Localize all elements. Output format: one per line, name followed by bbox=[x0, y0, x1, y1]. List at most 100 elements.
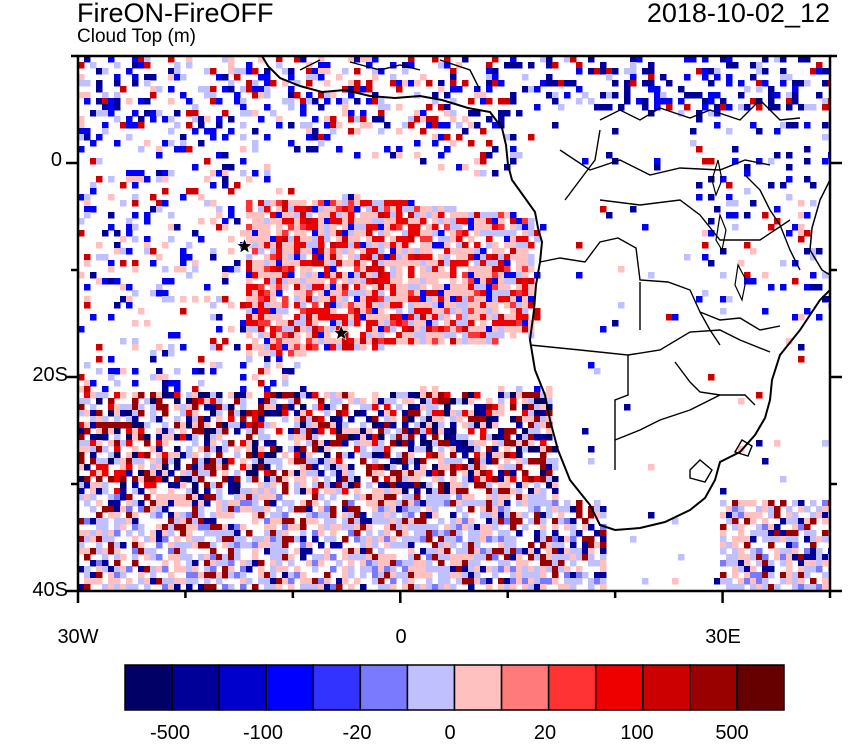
field-cell bbox=[378, 338, 385, 345]
field-cell bbox=[336, 284, 343, 291]
field-cell bbox=[330, 458, 337, 465]
field-cell bbox=[378, 488, 385, 495]
field-cell bbox=[168, 56, 175, 63]
field-cell bbox=[354, 524, 361, 531]
field-cell bbox=[420, 302, 427, 309]
field-cell bbox=[474, 524, 481, 531]
field-cell bbox=[456, 464, 463, 471]
field-cell bbox=[288, 320, 295, 327]
field-cell bbox=[342, 500, 349, 507]
field-cell bbox=[450, 302, 457, 309]
field-cell bbox=[534, 536, 541, 543]
field-cell bbox=[378, 326, 385, 333]
field-cell bbox=[432, 416, 439, 423]
field-cell bbox=[360, 428, 367, 435]
field-cell bbox=[396, 314, 403, 321]
field-cell bbox=[192, 506, 199, 513]
field-cell bbox=[156, 500, 163, 507]
field-cell bbox=[300, 452, 307, 459]
field-cell bbox=[438, 500, 445, 507]
field-cell bbox=[330, 230, 337, 237]
field-cell bbox=[276, 320, 283, 327]
field-cell bbox=[744, 188, 751, 195]
field-cell bbox=[210, 410, 217, 417]
field-cell bbox=[402, 428, 409, 435]
field-cell bbox=[318, 284, 325, 291]
field-cell bbox=[138, 566, 145, 573]
field-cell bbox=[552, 554, 559, 561]
field-cell bbox=[90, 158, 97, 165]
field-cell bbox=[738, 80, 745, 87]
field-cell bbox=[396, 212, 403, 219]
field-cell bbox=[732, 536, 739, 543]
field-cell bbox=[216, 410, 223, 417]
field-cell bbox=[354, 338, 361, 345]
field-cell bbox=[450, 416, 457, 423]
field-cell bbox=[552, 518, 559, 525]
field-cell bbox=[408, 224, 415, 231]
field-cell bbox=[336, 230, 343, 237]
field-cell bbox=[732, 146, 739, 153]
field-cell bbox=[540, 512, 547, 519]
field-cell bbox=[366, 212, 373, 219]
field-cell bbox=[78, 488, 85, 495]
field-cell bbox=[804, 308, 811, 315]
field-cell bbox=[348, 392, 355, 399]
field-cell bbox=[258, 242, 265, 249]
field-cell bbox=[498, 290, 505, 297]
field-cell bbox=[240, 566, 247, 573]
field-cell bbox=[180, 194, 187, 201]
field-cell bbox=[288, 86, 295, 93]
field-cell bbox=[768, 284, 775, 291]
field-cell bbox=[108, 458, 115, 465]
field-cell bbox=[390, 524, 397, 531]
field-cell bbox=[102, 566, 109, 573]
field-cell bbox=[504, 284, 511, 291]
field-cell bbox=[780, 260, 787, 267]
field-cell bbox=[456, 86, 463, 93]
field-cell bbox=[708, 374, 715, 381]
field-cell bbox=[798, 236, 805, 243]
field-cell bbox=[768, 92, 775, 99]
field-cell bbox=[468, 296, 475, 303]
field-cell bbox=[288, 212, 295, 219]
field-cell bbox=[342, 242, 349, 249]
field-cell bbox=[426, 308, 433, 315]
field-cell bbox=[312, 344, 319, 351]
field-cell bbox=[624, 80, 631, 87]
field-cell bbox=[444, 224, 451, 231]
field-cell bbox=[252, 344, 259, 351]
field-cell bbox=[822, 578, 829, 585]
field-cell bbox=[348, 572, 355, 579]
field-cell bbox=[138, 458, 145, 465]
field-cell bbox=[174, 482, 181, 489]
field-cell bbox=[120, 506, 127, 513]
field-cell bbox=[306, 68, 313, 75]
field-cell bbox=[240, 422, 247, 429]
field-cell bbox=[438, 464, 445, 471]
field-cell bbox=[498, 266, 505, 273]
field-cell bbox=[474, 416, 481, 423]
field-cell bbox=[480, 98, 487, 105]
field-cell bbox=[486, 278, 493, 285]
field-cell bbox=[720, 176, 727, 183]
field-cell bbox=[750, 500, 757, 507]
field-cell bbox=[498, 560, 505, 567]
field-cell bbox=[516, 458, 523, 465]
field-cell bbox=[264, 398, 271, 405]
field-cell bbox=[420, 242, 427, 249]
field-cell bbox=[354, 86, 361, 93]
field-cell bbox=[102, 92, 109, 99]
field-cell bbox=[180, 452, 187, 459]
field-cell bbox=[156, 578, 163, 585]
field-cell bbox=[222, 272, 229, 279]
field-cell bbox=[246, 326, 253, 333]
field-cell bbox=[450, 500, 457, 507]
field-cell bbox=[426, 260, 433, 267]
field-cell bbox=[750, 98, 757, 105]
field-cell bbox=[228, 482, 235, 489]
field-cell bbox=[186, 530, 193, 537]
field-cell bbox=[456, 62, 463, 69]
field-cell bbox=[114, 554, 121, 561]
field-cell bbox=[180, 296, 187, 303]
